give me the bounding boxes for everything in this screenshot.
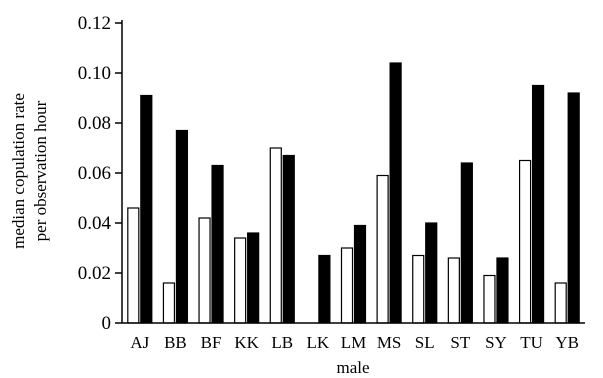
bar-bf-filled [211, 164, 224, 324]
x-axis-title: male [336, 358, 369, 377]
bar-bf-open [198, 217, 211, 324]
bar-lm-open [340, 247, 354, 324]
y-axis-title-line-2: per observation hour [31, 100, 50, 241]
bar-sy-filled [496, 257, 509, 324]
bar-kk-open [234, 237, 247, 324]
axes-group [121, 20, 585, 324]
y-tick-label: 0.12 [78, 13, 111, 34]
bar-tu-open [518, 159, 532, 324]
bar-lb-filled [282, 154, 295, 324]
x-tick-label-sl: SL [415, 333, 435, 352]
y-tick-label: 0.04 [78, 213, 112, 234]
x-tick-label-lb: LB [271, 333, 293, 352]
bar-aj-open [127, 207, 140, 324]
bar-bb-filled [175, 129, 189, 324]
x-tick-label-aj: AJ [130, 333, 149, 352]
bar-st-open [447, 257, 460, 324]
x-tick-label-st: ST [450, 333, 470, 352]
x-tick-label-lm: LM [341, 333, 367, 352]
x-tick-label-sy: SY [485, 333, 507, 352]
x-tick-label-yb: YB [555, 333, 579, 352]
bar-ms-filled [389, 62, 402, 324]
bar-yb-open [554, 282, 567, 324]
bar-ms-open [376, 174, 389, 324]
bars-group [127, 62, 580, 324]
bar-lm-filled [353, 224, 367, 324]
y-axis-title-line-1: median copulation rate [9, 93, 28, 249]
x-tick-label-bb: BB [164, 333, 187, 352]
x-tick-label-kk: KK [234, 333, 259, 352]
bar-tu-filled [531, 84, 545, 324]
y-ticks-group: 0 0.02 0.04 0.06 0.08 0.10 0.12 [78, 13, 122, 334]
x-tick-label-ms: MS [377, 333, 402, 352]
bar-st-filled [460, 162, 473, 324]
y-tick-label: 0.06 [78, 163, 111, 184]
bar-sy-open [483, 274, 496, 324]
bar-sl-filled [425, 222, 438, 324]
bar-kk-filled [247, 232, 260, 324]
bar-yb-filled [567, 92, 580, 324]
x-labels-group: AJ BB BF KK LB LK LM MS SL ST SY TU YB [130, 333, 579, 352]
bar-sl-open [412, 254, 425, 324]
x-tick-label-lk: LK [307, 333, 330, 352]
y-tick-label: 0.10 [78, 63, 111, 84]
bar-lk-filled [318, 254, 331, 324]
x-tick-label-tu: TU [520, 333, 543, 352]
y-tick-label: 0.02 [78, 263, 111, 284]
bar-lb-open [269, 147, 282, 324]
y-tick-label: 0 [102, 313, 112, 334]
bar-bb-open [162, 282, 176, 324]
x-tick-label-bf: BF [201, 333, 222, 352]
bar-aj-filled [140, 94, 153, 324]
y-tick-label: 0.08 [78, 113, 111, 134]
